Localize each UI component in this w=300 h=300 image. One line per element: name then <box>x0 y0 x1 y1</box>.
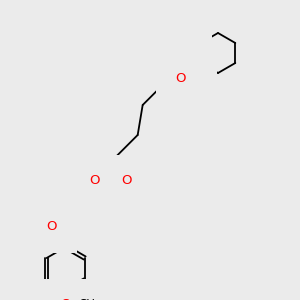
Text: CH₃: CH₃ <box>79 298 101 300</box>
Text: O: O <box>46 220 57 233</box>
Text: O: O <box>122 175 132 188</box>
Text: O: O <box>60 298 71 300</box>
Text: O: O <box>176 73 186 85</box>
Text: N: N <box>183 55 193 68</box>
Text: O: O <box>89 175 100 188</box>
Text: H: H <box>190 56 199 68</box>
